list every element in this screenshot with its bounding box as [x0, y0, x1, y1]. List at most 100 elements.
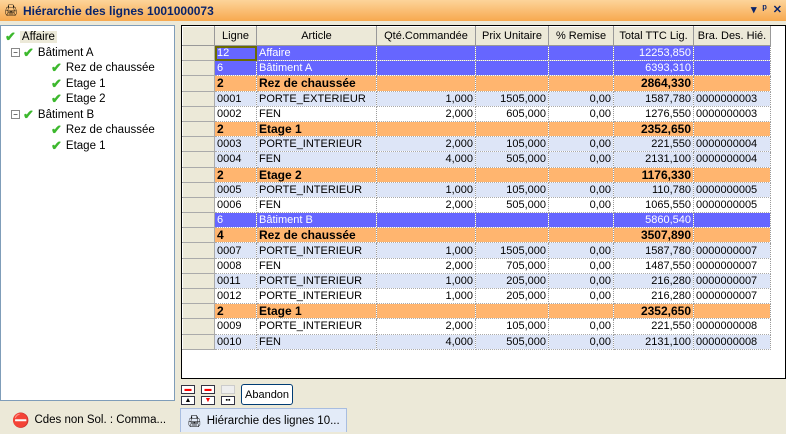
table-cell[interactable]: 110,780: [613, 182, 694, 198]
table-cell[interactable]: 1,000: [376, 288, 476, 305]
table-cell[interactable]: FEN: [256, 151, 377, 168]
table-row[interactable]: 0006 FEN 2,000 505,000 0,00 1065,550 000000000…: [182, 196, 771, 214]
table-cell[interactable]: [475, 227, 549, 244]
table-cell[interactable]: FEN: [256, 334, 377, 350]
table-cell[interactable]: PORTE_EXTERIEUR: [256, 91, 377, 107]
table-row[interactable]: 0010 FEN 4,000 505,000 0,00 2131,100 000000000…: [182, 333, 771, 350]
table-cell[interactable]: 0012: [214, 288, 257, 305]
abandon-button[interactable]: Abandon: [241, 384, 294, 405]
table-cell[interactable]: FEN: [256, 106, 377, 122]
table-cell[interactable]: 205,000: [475, 288, 549, 305]
lines-grid[interactable]: Ligne Article Qté.Commandée Prix Unitaire% …: [181, 25, 786, 379]
tree-node[interactable]: ✔ Etage 1: [51, 76, 106, 92]
row-header[interactable]: [182, 303, 215, 320]
table-cell[interactable]: 0,00: [548, 182, 614, 198]
row-header[interactable]: [182, 44, 215, 62]
table-cell[interactable]: 2,000: [376, 318, 476, 335]
table-cell[interactable]: [376, 303, 476, 320]
tab-1[interactable]: 🖨 Hiérarchie des lignes 10...: [180, 408, 347, 432]
table-cell[interactable]: 605,000: [475, 106, 549, 122]
tree-node[interactable]: ✔ Etage 1: [51, 138, 106, 154]
table-cell[interactable]: [376, 60, 476, 77]
table-cell[interactable]: 0000000007: [693, 258, 771, 274]
table-cell[interactable]: 1065,550: [613, 197, 694, 214]
table-row[interactable]: 0001 PORTE_EXTERIEUR 1,000 1505,000 0,00 1587…: [182, 90, 771, 107]
table-cell[interactable]: [475, 212, 549, 229]
move-down-icon[interactable]: ▼: [201, 395, 215, 405]
table-cell[interactable]: [548, 60, 614, 77]
table-row[interactable]: 0002 FEN 2,000 605,000 0,00 1276,550 000000000…: [182, 105, 771, 122]
table-cell[interactable]: FEN: [256, 197, 377, 214]
table-row[interactable]: 12 Affaire 12253,850: [182, 44, 771, 62]
table-cell[interactable]: [475, 45, 549, 62]
row-header[interactable]: [182, 151, 215, 168]
table-cell[interactable]: 0,00: [548, 136, 614, 153]
table-row[interactable]: 6 Bâtiment B 5860,540: [182, 212, 771, 229]
table-cell[interactable]: 0011: [214, 273, 257, 290]
table-cell[interactable]: 1,000: [376, 242, 476, 259]
table-cell[interactable]: 0000000003: [693, 91, 771, 107]
table-cell[interactable]: 0000000004: [693, 151, 771, 168]
tree-node[interactable]: ✔ Affaire: [5, 29, 57, 45]
table-cell[interactable]: 2,000: [376, 106, 476, 122]
table-cell[interactable]: 0,00: [548, 151, 614, 168]
table-cell[interactable]: 0,00: [548, 318, 614, 335]
row-header[interactable]: [182, 90, 215, 107]
table-row[interactable]: 0004 FEN 4,000 505,000 0,00 2131,100 000000000…: [182, 151, 771, 168]
tree-node[interactable]: ✔ Rez de chaussée: [51, 60, 155, 76]
table-cell[interactable]: 216,280: [613, 288, 694, 305]
row-header[interactable]: [182, 166, 215, 183]
row-header[interactable]: [182, 318, 215, 335]
grid-icon[interactable]: ▪▪: [221, 395, 235, 405]
table-cell[interactable]: 6: [214, 212, 257, 229]
tree-node[interactable]: ✔ Rez de chaussée: [51, 122, 155, 138]
table-cell[interactable]: 5860,540: [613, 212, 694, 229]
table-cell[interactable]: Bâtiment A: [256, 60, 377, 77]
table-cell[interactable]: [548, 167, 614, 183]
table-cell[interactable]: 2,000: [376, 197, 476, 214]
table-cell[interactable]: 0000000007: [693, 273, 771, 290]
row-header[interactable]: [182, 181, 215, 198]
column-header[interactable]: Article: [256, 26, 377, 46]
table-cell[interactable]: Affaire: [256, 45, 377, 62]
close-icon[interactable]: ✕: [772, 4, 782, 16]
table-cell[interactable]: 0002: [214, 106, 257, 122]
table-cell[interactable]: 0,00: [548, 334, 614, 350]
column-header[interactable]: Prix Unitaire: [475, 26, 549, 46]
table-row[interactable]: 2 Rez de chaussée 2864,330: [182, 75, 771, 92]
table-cell[interactable]: 2131,100: [613, 151, 694, 168]
table-cell[interactable]: Etage 2: [256, 167, 377, 183]
row-header[interactable]: [182, 333, 215, 350]
table-cell[interactable]: 2: [214, 121, 257, 138]
table-cell[interactable]: [548, 303, 614, 320]
table-cell[interactable]: [376, 121, 476, 138]
table-cell[interactable]: [693, 75, 771, 92]
move-up-icon[interactable]: ▲: [181, 395, 195, 405]
row-header[interactable]: [182, 120, 215, 138]
table-cell[interactable]: 1,000: [376, 182, 476, 198]
collapse-icon[interactable]: −: [11, 48, 20, 57]
table-cell[interactable]: 0000000008: [693, 334, 771, 350]
table-cell[interactable]: 705,000: [475, 258, 549, 274]
row-header[interactable]: [182, 272, 215, 290]
table-cell[interactable]: [548, 121, 614, 138]
table-cell[interactable]: 1505,000: [475, 242, 549, 259]
table-cell[interactable]: 0,00: [548, 106, 614, 122]
table-cell[interactable]: [376, 212, 476, 229]
collapse-icon[interactable]: −: [11, 110, 20, 119]
table-cell[interactable]: 0004: [214, 151, 257, 168]
row-header[interactable]: [182, 227, 215, 244]
table-cell[interactable]: 2: [214, 303, 257, 320]
table-cell[interactable]: [548, 45, 614, 62]
table-cell[interactable]: 12253,850: [613, 45, 694, 62]
table-cell[interactable]: 2,000: [376, 136, 476, 153]
table-cell[interactable]: 0000000007: [693, 288, 771, 305]
table-cell[interactable]: 505,000: [475, 151, 549, 168]
table-row[interactable]: 2 Etage 1 2352,650: [182, 120, 771, 138]
table-cell[interactable]: 3507,890: [613, 227, 694, 244]
table-cell[interactable]: 205,000: [475, 273, 549, 290]
table-cell[interactable]: 1487,550: [613, 258, 694, 274]
table-cell[interactable]: 0001: [214, 91, 257, 107]
table-cell[interactable]: [693, 227, 771, 244]
table-row[interactable]: 0008 FEN 2,000 705,000 0,00 1487,550 000000000…: [182, 257, 771, 274]
